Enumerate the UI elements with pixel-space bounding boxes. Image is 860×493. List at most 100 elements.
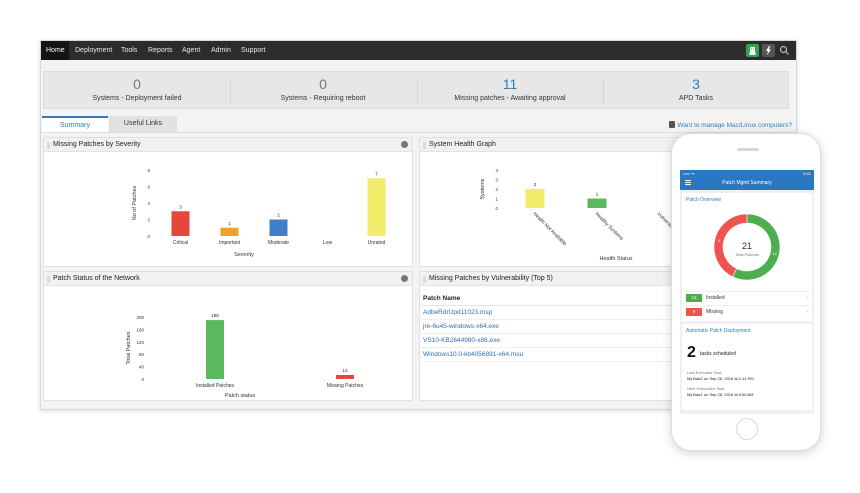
last-task-label: Last Executed Task [687, 370, 722, 375]
patch-link[interactable]: VS10-KB2644980-x86.exe [423, 337, 500, 344]
nav-reports[interactable]: Reports [148, 47, 173, 54]
settings-icon[interactable] [401, 275, 408, 282]
installed-count: 12 [686, 294, 702, 302]
phone-screen: ••••• ᯤ 9:41 Patch Mgmt Summary Patch Ov… [680, 170, 814, 414]
nav-support[interactable]: Support [241, 47, 266, 54]
drag-handle-icon[interactable] [47, 276, 50, 283]
bar [171, 211, 190, 236]
panel-patch-status: Patch Status of the Network 0 40 80 120 160 2… [43, 271, 413, 401]
panel-title: Patch Status of the Network [53, 275, 140, 282]
nav-home[interactable]: Home [41, 41, 69, 60]
patch-link[interactable]: jre-6u45-windows-x64.exe [423, 323, 499, 330]
x-tick-label: Important [219, 240, 241, 246]
stat-value: 0 [319, 76, 327, 92]
data-label: 2 [277, 213, 280, 218]
stat-apd-tasks[interactable]: 3 APD Tasks [603, 72, 789, 110]
drag-handle-icon[interactable] [47, 142, 50, 149]
y-tick-label: 120 [136, 340, 144, 345]
settings-icon[interactable] [401, 141, 408, 148]
data-label: 3 [179, 204, 182, 209]
nav-tools[interactable]: Tools [121, 47, 138, 54]
stat-label: Systems - Requiring reboot [280, 95, 366, 102]
top-navigation: Home Deployment Tools Reports Agent Admi… [41, 41, 796, 60]
tab-useful-links[interactable]: Useful Links [109, 116, 177, 132]
tasks-count: 2 [687, 344, 696, 361]
data-label: 190 [211, 313, 219, 318]
y-tick-label: 2 [495, 187, 498, 192]
severity-chart: 0 2 4 6 8 No of Patches 3 Critical 1 Important 2 Mo… [132, 168, 386, 258]
x-tick-label: Installed Patches [196, 383, 235, 389]
stats-bar: 0 Systems - Deployment failed 0 Systems … [43, 71, 789, 109]
table-row[interactable]: AdbeRdrUpd11023.msp 2 [421, 306, 689, 320]
y-tick-label: 160 [136, 327, 144, 332]
tab-summary[interactable]: Summary [42, 116, 108, 132]
chevron-right-icon: › [806, 309, 808, 315]
main-window: Home Deployment Tools Reports Agent Admi… [40, 40, 797, 410]
mac-linux-link[interactable]: Want to manage Mac/Linux computers? [669, 121, 792, 129]
table-header: Patch Name M [421, 292, 689, 306]
legend-missing[interactable]: 9 Missing › [686, 305, 810, 317]
apd-card: Automatic Patch Deployment 2 tasks sched… [682, 324, 812, 410]
y-tick-label: 40 [139, 365, 145, 370]
data-label: 1 [228, 221, 231, 226]
patch-link[interactable]: Windows10.0-kb4056891-x64.msu [423, 351, 524, 358]
stat-value: 0 [133, 76, 141, 92]
missing-count: 9 [686, 308, 702, 316]
next-task-label: Next Scheduled Task [687, 386, 725, 391]
stat-requiring-reboot[interactable]: 0 Systems - Requiring reboot [230, 72, 416, 110]
stat-divider [230, 78, 231, 104]
panel-title: Missing Patches by Severity [53, 141, 141, 148]
stat-missing-patches[interactable]: 11 Missing patches - Awaiting approval [417, 72, 603, 110]
bar [336, 374, 354, 379]
search-icon[interactable] [778, 44, 791, 57]
y-tick-label: 4 [495, 168, 498, 173]
x-tick-label: Low [323, 240, 333, 246]
x-axis-label: Patch status [225, 393, 256, 399]
table-row[interactable]: Windows10.0-kb4056891-x64.msu 1 [421, 348, 689, 362]
drag-handle-icon[interactable] [423, 142, 426, 149]
tabs-divider [41, 132, 796, 133]
data-label: 13 [342, 368, 348, 373]
legend-installed[interactable]: 12 Installed › [686, 291, 810, 303]
y-tick-label: 4 [147, 201, 150, 206]
y-tick-label: 80 [139, 352, 145, 357]
stat-label: APD Tasks [678, 95, 714, 102]
patch-overview-card: Patch Overview 12 9 21 Total Patches 12 Ins… [682, 193, 812, 321]
x-axis-label: Health Status [599, 256, 632, 262]
bar [220, 227, 239, 236]
x-tick-label: Unrated [368, 240, 386, 246]
x-tick-label: Health Not Available [532, 211, 568, 247]
panel-missing-by-severity: Missing Patches by Severity 0 2 4 6 8 No of P… [43, 137, 413, 267]
x-axis-label: Severity [234, 252, 254, 258]
stat-deployment-failed[interactable]: 0 Systems - Deployment failed [44, 72, 230, 110]
donut-slice [713, 213, 748, 278]
slice-label: 9 [718, 238, 721, 243]
phone-mockup: ••••• ᯤ 9:41 Patch Mgmt Summary Patch Ov… [671, 133, 821, 451]
x-tick-label: Critical [173, 240, 188, 246]
y-axis-label: Total Patches [126, 331, 132, 364]
home-button[interactable] [736, 418, 758, 440]
table-row[interactable]: VS10-KB2644980-x86.exe 1 [421, 334, 689, 348]
y-tick-label: 6 [147, 185, 150, 190]
mac-linux-link-text: Want to manage Mac/Linux computers? [677, 122, 792, 129]
nav-deployment[interactable]: Deployment [75, 47, 113, 54]
bar [525, 189, 545, 208]
bar [269, 219, 288, 236]
mobile-app-title: Patch Mgmt Summary [722, 180, 772, 186]
table-row[interactable]: jre-6u45-windows-x64.exe 1 [421, 320, 689, 334]
patch-link[interactable]: AdbeRdrUpd11023.msp [423, 309, 493, 316]
next-task-value: MyTask1 on Sep 28, 2018 at 9:50 AM [687, 392, 754, 397]
status-time: 9:41 [803, 171, 811, 176]
menu-icon[interactable] [685, 180, 691, 185]
data-label: 7 [375, 171, 378, 176]
installed-label: Installed [706, 295, 725, 301]
nav-agent[interactable]: Agent [182, 47, 201, 54]
robot-icon[interactable] [746, 44, 759, 57]
lightning-icon[interactable] [762, 44, 775, 57]
nav-admin[interactable]: Admin [211, 47, 231, 54]
panel-title: Missing Patches by Vulnerability (Top 5) [429, 275, 553, 282]
network-chart: 0 40 80 120 160 200 Total Patches 190 Installed … [126, 313, 364, 399]
drag-handle-icon[interactable] [423, 276, 426, 283]
